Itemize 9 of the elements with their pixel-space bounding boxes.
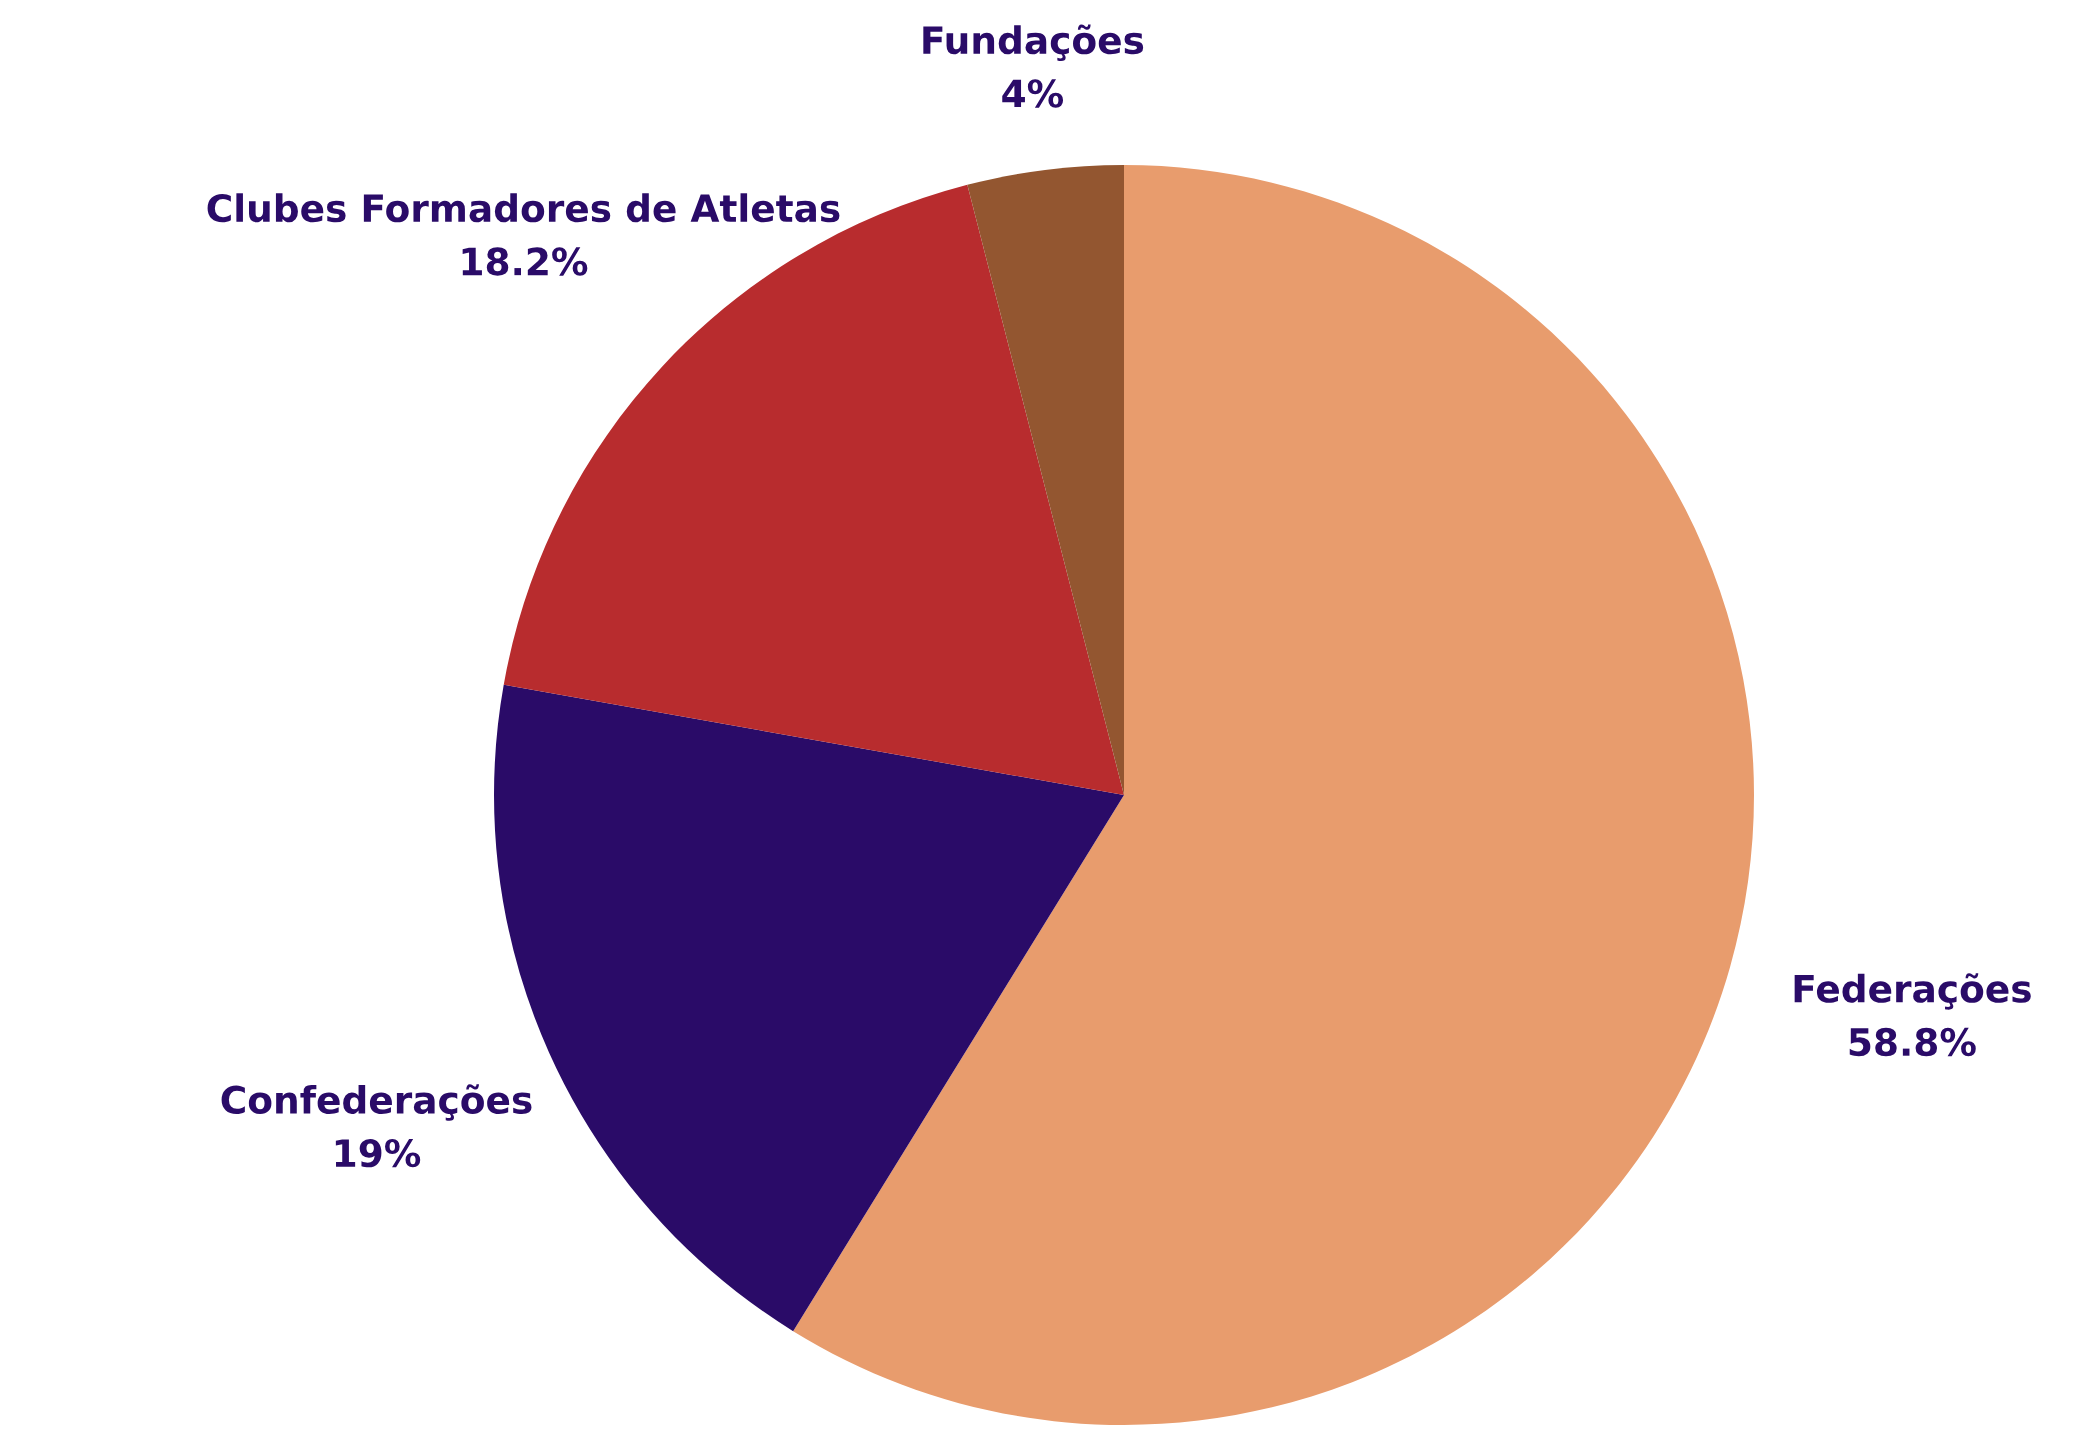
slice-label: Confederações xyxy=(221,1084,532,1121)
data-label: 58.8% xyxy=(1849,1027,1976,1057)
pie-slice xyxy=(967,165,1124,795)
slice-label: Fundações xyxy=(923,24,1144,62)
slice-label: Clubes Formadores de Atletas xyxy=(207,193,840,223)
data-label: 18.2% xyxy=(462,247,588,276)
data-label: 4% xyxy=(1002,79,1064,108)
data-label: 19% xyxy=(335,1139,421,1168)
slice-label: Federações xyxy=(1794,973,2031,1010)
